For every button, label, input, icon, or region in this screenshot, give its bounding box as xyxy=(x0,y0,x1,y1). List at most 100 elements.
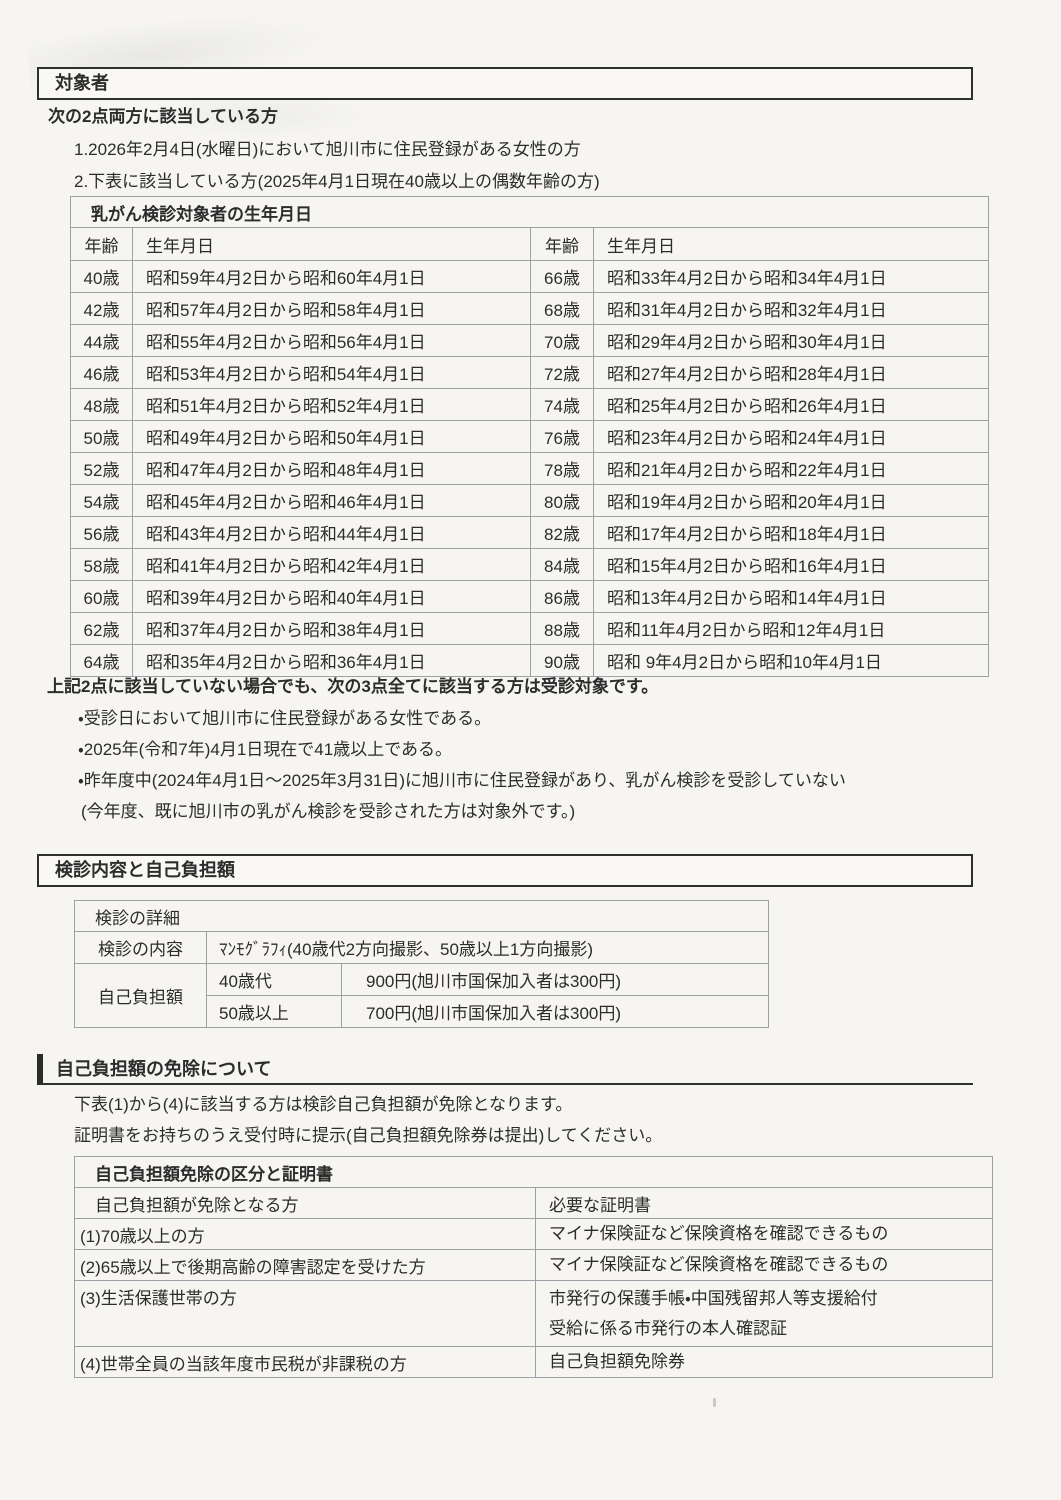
screening-content-row: 検診の内容 ﾏﾝﾓｸﾞﾗﾌｨ(40歳代2方向撮影、50歳以上1方向撮影) xyxy=(74,931,770,964)
section-heading-copay-exemption: 自己負担額の免除について xyxy=(56,1059,272,1079)
birthdate-cell: 昭和21年4月2日から昭和22年4月1日 xyxy=(593,452,989,485)
copay-label: 自己負担額 xyxy=(74,963,207,1028)
eligibility-item-1: 1.2026年2月4日(水曜日)において旭川市に住民登録がある女性の方 xyxy=(74,140,581,159)
section-heading-underline xyxy=(37,1083,973,1085)
birthdate-cell: 昭和41年4月2日から昭和42年4月1日 xyxy=(132,548,531,581)
required-certificate-cell: 自己負担額免除券 xyxy=(535,1346,993,1378)
birthdate-cell: 昭和23年4月2日から昭和24年4月1日 xyxy=(593,420,989,453)
age-cell: 64歳 xyxy=(70,644,133,677)
age-cell: 52歳 xyxy=(70,452,133,485)
section-heading-screening-and-copay: 検診内容と自己負担額 xyxy=(37,854,973,887)
age-cell: 42歳 xyxy=(70,292,133,325)
exemption-table-title: 自己負担額免除の区分と証明書 xyxy=(74,1156,993,1188)
birthdate-table-row: 58歳 昭和41年4月2日から昭和42年4月1日 84歳 昭和15年4月2日から昭和1… xyxy=(70,548,989,581)
birthdate-cell: 昭和29年4月2日から昭和30年4月1日 xyxy=(593,324,989,357)
birthdate-table-row: 62歳 昭和37年4月2日から昭和38年4月1日 88歳 昭和11年4月2日から昭和1… xyxy=(70,612,989,645)
birthdate-cell: 昭和13年4月2日から昭和14年4月1日 xyxy=(593,580,989,613)
eligibility-item-2: 2.下表に該当している方(2025年4月1日現在40歳以上の偶数年齢の方) xyxy=(74,172,600,191)
age-cell: 58歳 xyxy=(70,548,133,581)
birthdate-cell: 昭和49年4月2日から昭和50年4月1日 xyxy=(132,420,531,453)
exemption-line-1: 下表(1)から(4)に該当する方は検診自己負担額が免除となります。 xyxy=(74,1095,573,1114)
birthdate-cell: 昭和59年4月2日から昭和60年4月1日 xyxy=(132,260,531,293)
birthdate-table-row: 40歳 昭和59年4月2日から昭和60年4月1日 66歳 昭和33年4月2日から昭和3… xyxy=(70,260,989,293)
birthdate-table-row: 46歳 昭和53年4月2日から昭和54年4月1日 72歳 昭和27年4月2日から昭和2… xyxy=(70,356,989,389)
birthdate-cell: 昭和57年4月2日から昭和58年4月1日 xyxy=(132,292,531,325)
eligibility-intro: 次の2点両方に該当している方 xyxy=(48,107,278,126)
column-header-required-certificate: 必要な証明書 xyxy=(535,1187,993,1219)
birthdate-table-row: 60歳 昭和39年4月2日から昭和40年4月1日 86歳 昭和13年4月2日から昭和1… xyxy=(70,580,989,613)
column-header-exempt-person: 自己負担額が免除となる方 xyxy=(74,1187,536,1219)
screening-content-value: ﾏﾝﾓｸﾞﾗﾌｨ(40歳代2方向撮影、50歳以上1方向撮影) xyxy=(205,931,770,964)
birthdate-table-row: 42歳 昭和57年4月2日から昭和58年4月1日 68歳 昭和31年4月2日から昭和3… xyxy=(70,292,989,325)
eligibility-bullet-1: ・受診日において旭川市に住民登録がある女性である。 xyxy=(78,709,492,728)
age-cell: 86歳 xyxy=(530,580,594,613)
column-header-age: 年齢 xyxy=(530,227,594,261)
age-cell: 50歳 xyxy=(70,420,133,453)
birthdate-table-header-row: 年齢 生年月日 年齢 生年月日 xyxy=(70,227,989,261)
age-cell: 54歳 xyxy=(70,484,133,517)
birthdate-table-title-row: 乳がん検診対象者の生年月日 xyxy=(70,196,989,228)
section-heading-bar xyxy=(37,1054,43,1083)
birthdate-table-row: 54歳 昭和45年4月2日から昭和46年4月1日 80歳 昭和19年4月2日から昭和2… xyxy=(70,484,989,517)
exemption-table-row: (1)70歳以上の方 マイナ保険証など保険資格を確認できるもの xyxy=(74,1218,993,1250)
birthdate-cell: 昭和55年4月2日から昭和56年4月1日 xyxy=(132,324,531,357)
copay-row-40s: 自己負担額 40歳代 900円(旭川市国保加入者は300円) xyxy=(74,963,770,1028)
birthdate-cell: 昭和11年4月2日から昭和12年4月1日 xyxy=(593,612,989,645)
column-header-age: 年齢 xyxy=(70,227,133,261)
age-cell: 90歳 xyxy=(530,644,594,677)
age-cell: 46歳 xyxy=(70,356,133,389)
exemption-table-header-row: 自己負担額が免除となる方 必要な証明書 xyxy=(74,1187,993,1219)
copay-amount: 900円(旭川市国保加入者は300円) xyxy=(340,963,770,996)
exemption-table-row: (2)65歳以上で後期高齢の障害認定を受けた方 マイナ保険証など保険資格を確認でき… xyxy=(74,1249,993,1281)
birthdate-table-row: 56歳 昭和43年4月2日から昭和44年4月1日 82歳 昭和17年4月2日から昭和1… xyxy=(70,516,989,549)
birthdate-cell: 昭和17年4月2日から昭和18年4月1日 xyxy=(593,516,989,549)
screening-detail-title: 検診の詳細 xyxy=(73,900,770,932)
birthdate-cell: 昭和19年4月2日から昭和20年4月1日 xyxy=(593,484,989,517)
exemption-line-2: 証明書をお持ちのうえ受付時に提示(自己負担額免除券は提出)してください。 xyxy=(74,1126,663,1145)
copay-row-50plus: 50歳以上 700円(旭川市国保加入者は300円) xyxy=(75,995,770,1028)
eligibility-bullet-3: ・昨年度中(2024年4月1日～2025年3月31日)に旭川市に住民登録があり、… xyxy=(78,771,846,790)
birthdate-cell: 昭和27年4月2日から昭和28年4月1日 xyxy=(593,356,989,389)
age-cell: 68歳 xyxy=(530,292,594,325)
birthdate-cell: 昭和47年4月2日から昭和48年4月1日 xyxy=(132,452,531,485)
birthdate-table-row: 44歳 昭和55年4月2日から昭和56年4月1日 70歳 昭和29年4月2日から昭和3… xyxy=(70,324,989,357)
exemption-table: 自己負担額免除の区分と証明書 自己負担額が免除となる方 必要な証明書 (1)70… xyxy=(74,1156,993,1378)
age-cell: 66歳 xyxy=(530,260,594,293)
birthdate-cell: 昭和45年4月2日から昭和46年4月1日 xyxy=(132,484,531,517)
exemption-table-title-row: 自己負担額免除の区分と証明書 xyxy=(74,1156,993,1188)
screening-content-label: 検診の内容 xyxy=(74,931,207,964)
required-certificate-cell: マイナ保険証など保険資格を確認できるもの xyxy=(535,1249,993,1281)
exempt-person-cell: (2)65歳以上で後期高齢の障害認定を受けた方 xyxy=(74,1249,536,1281)
screening-detail-title-row: 検診の詳細 xyxy=(73,900,770,932)
age-cell: 60歳 xyxy=(70,580,133,613)
birthdate-cell: 昭和39年4月2日から昭和40年4月1日 xyxy=(132,580,531,613)
required-certificate-cell: マイナ保険証など保険資格を確認できるもの xyxy=(535,1218,993,1250)
age-cell: 40歳 xyxy=(70,260,133,293)
birthdate-table-row: 50歳 昭和49年4月2日から昭和50年4月1日 76歳 昭和23年4月2日から昭和2… xyxy=(70,420,989,453)
age-cell: 78歳 xyxy=(530,452,594,485)
birthdate-cell: 昭和 9年4月2日から昭和10年4月1日 xyxy=(593,644,989,677)
age-cell: 76歳 xyxy=(530,420,594,453)
birthdate-cell: 昭和51年4月2日から昭和52年4月1日 xyxy=(132,388,531,421)
age-cell: 88歳 xyxy=(530,612,594,645)
birthdate-table: 乳がん検診対象者の生年月日 年齢 生年月日 年齢 生年月日 40歳 昭和59年4月… xyxy=(70,196,989,677)
column-header-birthdate: 生年月日 xyxy=(593,227,989,261)
scan-speck xyxy=(713,1398,716,1407)
exemption-table-row: (3)生活保護世帯の方 市発行の保護手帳・中国残留邦人等支援給付 受給に係る市発行の… xyxy=(74,1280,993,1347)
section-heading-eligible-persons: 対象者 xyxy=(37,67,973,100)
exempt-person-cell: (1)70歳以上の方 xyxy=(74,1218,536,1250)
copay-age-group: 50歳以上 xyxy=(206,995,342,1028)
birthdate-cell: 昭和15年4月2日から昭和16年4月1日 xyxy=(593,548,989,581)
age-cell: 80歳 xyxy=(530,484,594,517)
required-certificate-cell: 市発行の保護手帳・中国残留邦人等支援給付 受給に係る市発行の本人確認証 xyxy=(535,1280,993,1347)
copay-age-group: 40歳代 xyxy=(206,963,342,996)
copay-amount: 700円(旭川市国保加入者は300円) xyxy=(340,995,770,1028)
age-cell: 84歳 xyxy=(530,548,594,581)
eligibility-bullet-2: ・2025年(令和7年)4月1日現在で41歳以上である。 xyxy=(78,740,453,759)
additional-eligibility-note: 上記2点に該当していない場合でも、次の3点全てに該当する方は受診対象です。 xyxy=(47,677,659,696)
column-header-birthdate: 生年月日 xyxy=(132,227,531,261)
exempt-person-cell: (4)世帯全員の当該年度市民税が非課税の方 xyxy=(74,1346,536,1378)
age-cell: 82歳 xyxy=(530,516,594,549)
age-cell: 62歳 xyxy=(70,612,133,645)
birthdate-table-row: 52歳 昭和47年4月2日から昭和48年4月1日 78歳 昭和21年4月2日から昭和2… xyxy=(70,452,989,485)
